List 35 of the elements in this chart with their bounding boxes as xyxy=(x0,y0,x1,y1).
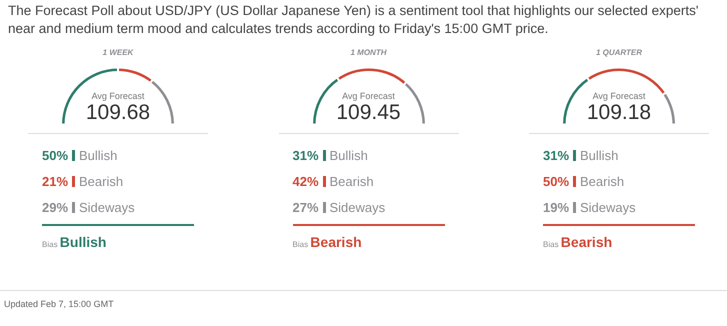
data-label: 27% xyxy=(292,200,320,214)
text: Avg Forecast xyxy=(341,91,396,101)
chart-title: 1 MONTH xyxy=(350,48,388,57)
data-label: 31% xyxy=(292,148,320,162)
legend-label: Sideways xyxy=(79,200,135,214)
legend-label: Bearish xyxy=(330,174,374,188)
text: Bearish xyxy=(310,234,362,250)
text: Avg Forecast xyxy=(90,91,146,101)
text: 109.18 xyxy=(586,101,652,125)
data-label: 42% xyxy=(292,174,320,188)
legend-label: Sideways xyxy=(330,200,386,214)
text: Bullish xyxy=(60,234,106,250)
text: Bias xyxy=(543,240,560,249)
legend-label: Bullish xyxy=(580,148,618,162)
text: Bearish xyxy=(560,234,612,250)
chart-title: 1 QUARTER xyxy=(594,48,644,57)
data-label: 21% xyxy=(42,174,70,188)
data-label: 29% xyxy=(42,200,70,214)
chart-title: 1 WEEK xyxy=(102,48,134,57)
data-label: 50% xyxy=(543,174,570,188)
text: The Forecast Poll about USD/JPY (US Dollar Japanese Yen) is a sentiment tool that highlights our selected experts' near and medium term mood and calculates trends according to Friday's 15:00 GMT price. xyxy=(8,2,700,38)
legend-label: Bearish xyxy=(79,174,124,188)
data-label: 19% xyxy=(543,200,570,214)
data-label: 50% xyxy=(42,148,70,162)
text: 109.68 xyxy=(84,101,152,125)
data-label: 31% xyxy=(543,148,570,162)
text: Avg Forecast xyxy=(592,91,646,101)
legend-label: Bearish xyxy=(580,174,624,188)
text: 109.45 xyxy=(335,101,402,125)
text: Bias xyxy=(292,240,310,249)
legend-label: Bullish xyxy=(79,148,118,162)
legend-label: Sideways xyxy=(580,200,636,214)
legend-label: Bullish xyxy=(330,148,368,162)
text: Bias xyxy=(42,240,59,249)
text: Updated Feb 7, 15:00 GMT xyxy=(4,299,114,309)
